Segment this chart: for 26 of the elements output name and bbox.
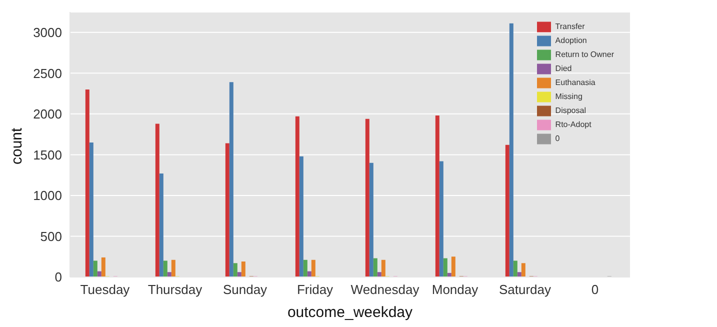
x-tick-label: Sunday [222,282,268,298]
y-tick-label: 3000 [33,25,62,40]
x-tick-label: Saturday [498,282,552,298]
legend-label: Disposal [555,106,586,116]
x-tick-label: Thursday [148,282,203,298]
legend-label: Euthanasia [555,78,596,88]
legend-label: Rto-Adopt [555,120,592,130]
x-axis-title: outcome_weekday [287,304,414,321]
legend-label: Return to Owner [555,50,614,60]
x-tick-label: Wednesday [350,282,420,298]
y-tick-label: 1500 [33,147,62,162]
legend-label: Transfer [555,22,585,32]
y-axis-title: count [8,126,26,164]
y-tick-label: 1000 [33,188,62,204]
y-tick-label: 2500 [33,66,62,81]
x-tick-label: Tuesday [80,282,130,298]
legend-label: Missing [555,92,582,102]
legend-label: Died [555,64,572,74]
x-tick-label: 0 [591,282,599,298]
y-tick-label: 2000 [33,106,62,122]
legend-label: Adoption [555,36,587,46]
legend-label: 0 [555,134,560,144]
y-tick-label: 500 [40,228,62,244]
x-tick-label: Monday [432,282,479,298]
y-tick-label: 0 [54,270,62,285]
x-tick-label: Friday [296,282,334,298]
